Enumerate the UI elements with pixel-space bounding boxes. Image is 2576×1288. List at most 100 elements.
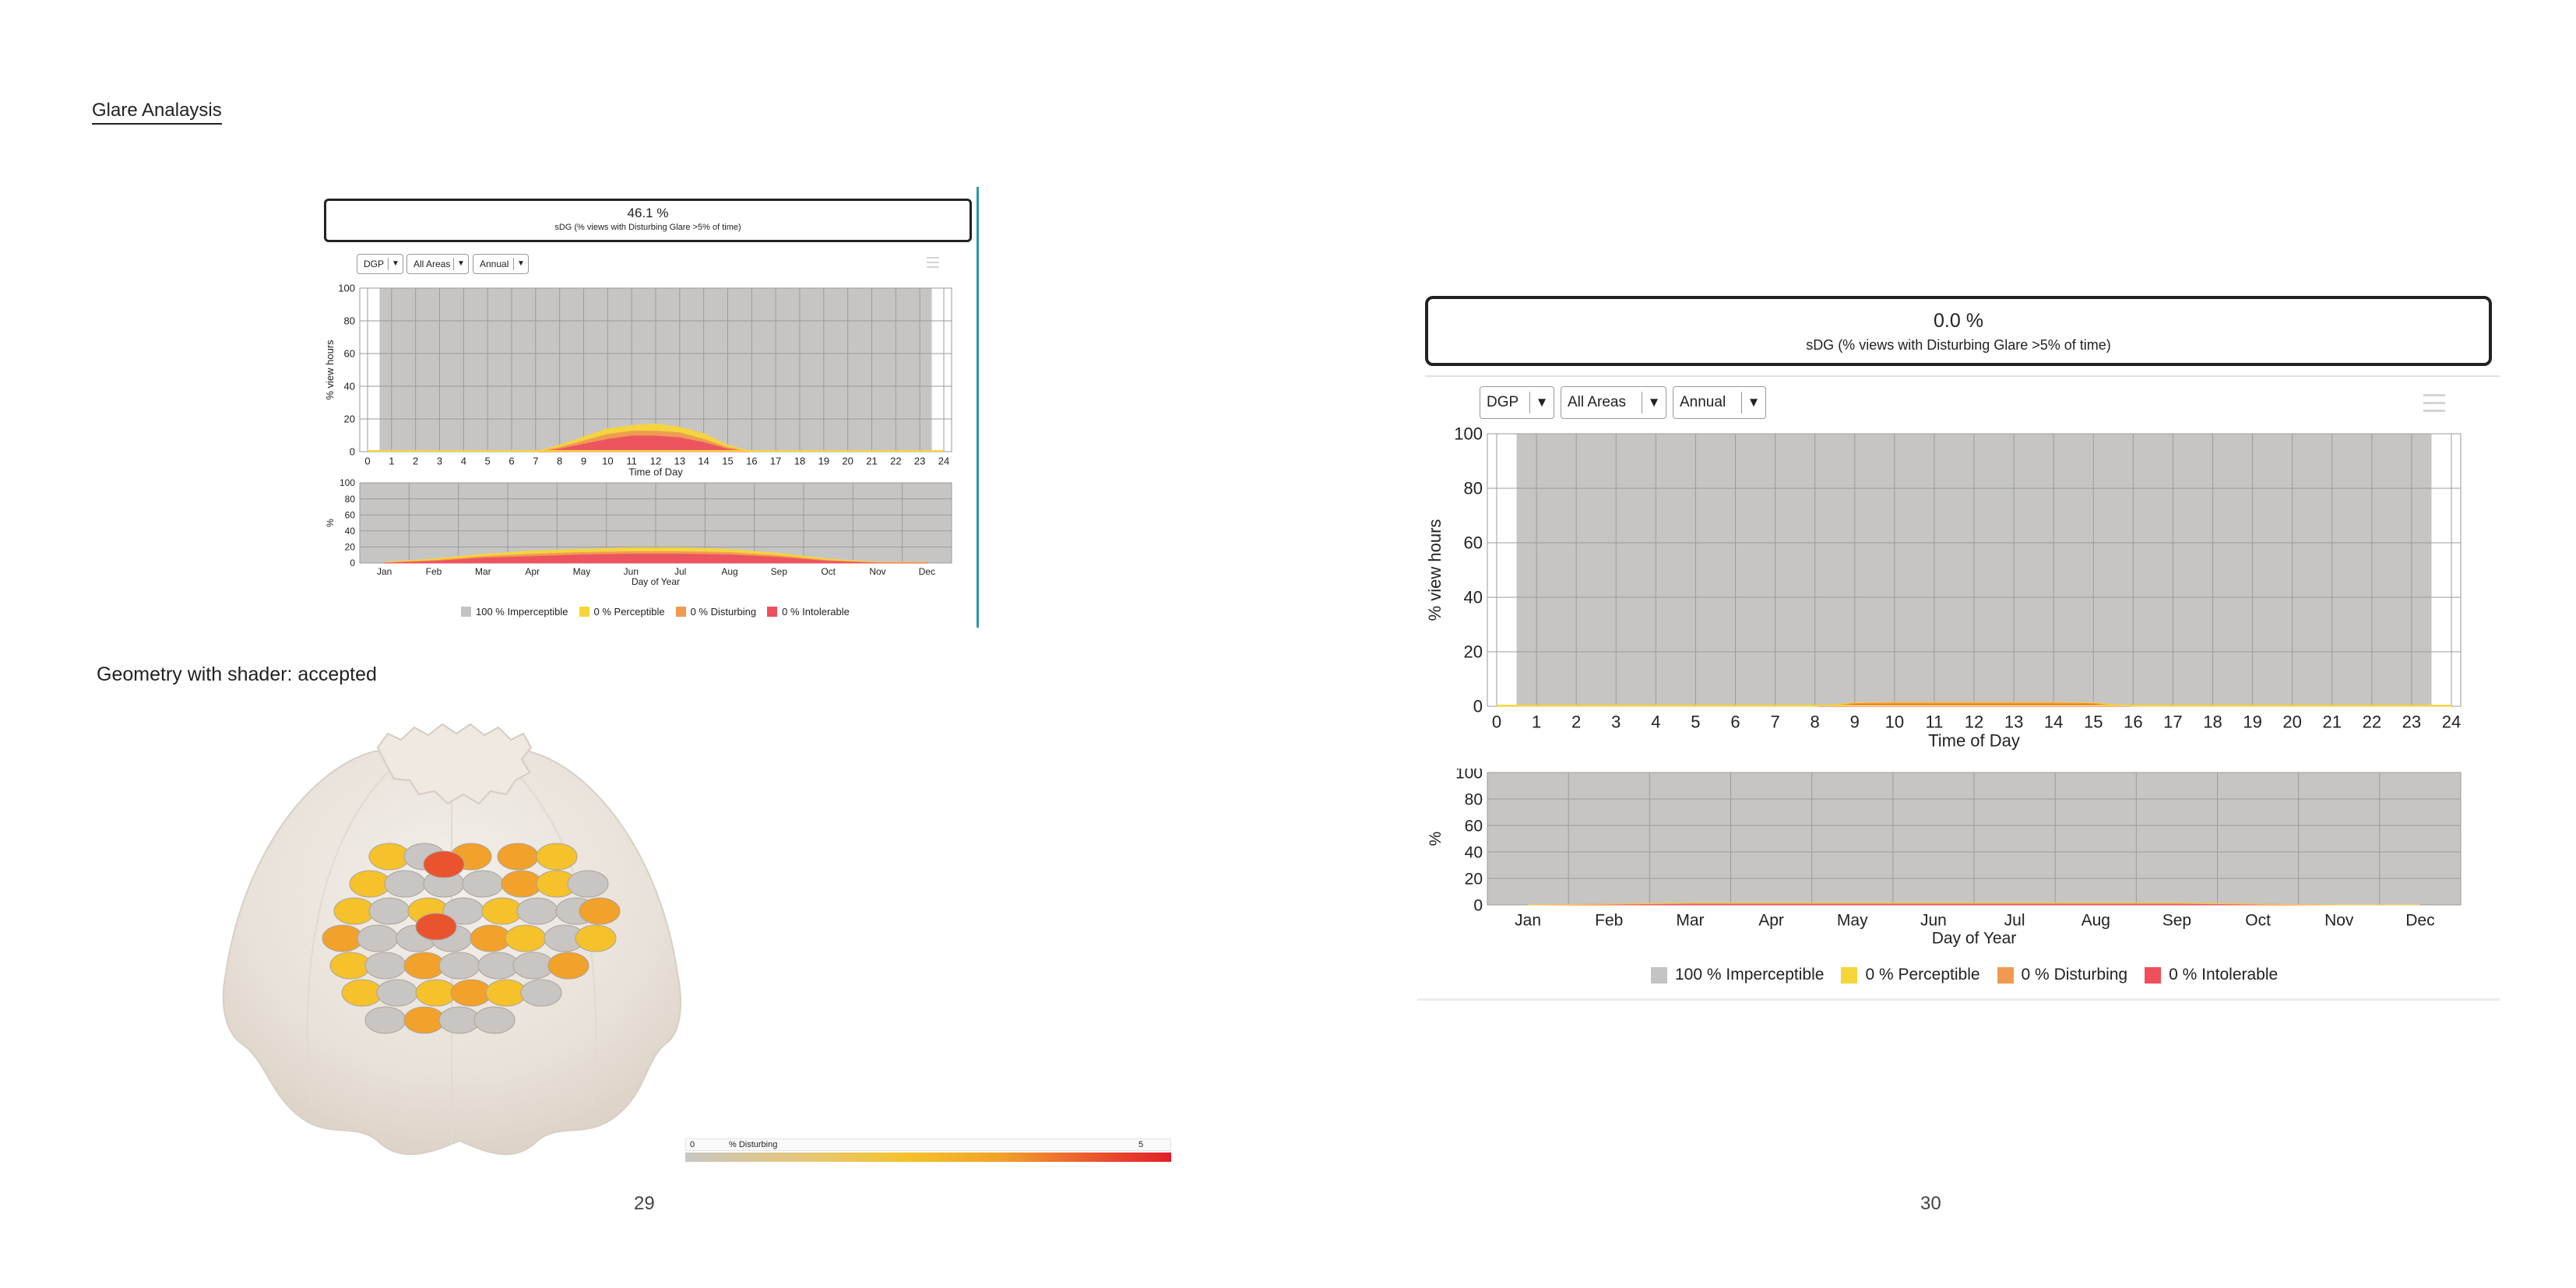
y-tick-label: 0: [350, 446, 355, 458]
legend-item-imperceptible: 100 % Imperceptible: [1651, 966, 1824, 984]
hamburger-menu-icon[interactable]: [2423, 394, 2445, 413]
x-tick-label: 3: [437, 455, 442, 466]
area-dropdown-value: All Areas: [1568, 394, 1626, 410]
x-tick-label: 4: [1651, 713, 1660, 732]
x-tick-label: Feb: [1595, 911, 1623, 929]
metric-dropdown[interactable]: DGP ▼: [357, 254, 403, 274]
area-perceptible: [1497, 702, 2451, 707]
x-tick-label: 7: [1770, 713, 1779, 732]
x-tick-label: Aug: [721, 566, 737, 577]
header-divider: [1425, 375, 2500, 377]
chevron-down-icon: ▼: [1741, 392, 1765, 413]
sensor-disc: [470, 924, 512, 952]
x-tick-label: Dec: [919, 566, 935, 577]
y-tick-label: 60: [344, 348, 355, 360]
x-tick-label: 7: [533, 455, 538, 466]
gradient-min-label: 0: [690, 1140, 695, 1149]
x-tick-label: Aug: [2082, 911, 2110, 929]
legend-swatch: [1997, 966, 2014, 984]
x-tick-label: 16: [2124, 713, 2142, 732]
geometry-caption: Geometry with shader: accepted: [97, 663, 377, 685]
sensor-disc: [423, 850, 465, 878]
sensor-disc: [376, 979, 418, 1007]
x-tick-label: Jul: [674, 566, 686, 577]
large-annual-glare-chart: 0 20 40 60 80 100 Jan Feb Mar Apr May Jun Jul Aug Sep O…: [1427, 769, 2462, 947]
x-tick-label: 11: [1925, 713, 1943, 732]
period-dropdown-value: Annual: [1680, 394, 1726, 410]
x-tick-label: Jul: [2004, 911, 2025, 929]
sensor-disc: [349, 870, 391, 898]
y-tick-label: 100: [340, 479, 355, 488]
legend-item-imperceptible: 100 % Imperceptible: [461, 606, 568, 618]
area-perceptible: [1528, 903, 2420, 906]
metric-dropdown[interactable]: DGP ▼: [1480, 386, 1554, 419]
area-dropdown[interactable]: All Areas ▼: [406, 254, 469, 274]
y-tick-label: 20: [1465, 870, 1483, 888]
period-dropdown[interactable]: Annual ▼: [1673, 386, 1766, 419]
legend-swatch: [675, 607, 686, 617]
y-tick-label: 0: [1473, 896, 1483, 914]
sensor-disc: [547, 952, 589, 980]
x-axis-label: Time of Day: [628, 466, 683, 478]
sdg-kpi-value: 46.1 %: [627, 206, 669, 220]
y-tick-label: 20: [1464, 642, 1483, 662]
large-glare-panel: 0.0 % sDG (% views with Disturbing Glare…: [1417, 290, 2500, 1006]
y-tick-label: 40: [1465, 843, 1483, 861]
sensor-disc: [575, 924, 617, 952]
sensor-disc: [364, 952, 406, 980]
sensor-disc: [322, 924, 364, 952]
gradient-title: % Disturbing: [729, 1140, 778, 1149]
gradient-ramp: [685, 1153, 1171, 1162]
x-tick-label: 1: [389, 455, 394, 466]
legend-label: 0 % Perceptible: [1865, 966, 1980, 984]
x-tick-label: Oct: [821, 566, 836, 577]
x-tick-label: Mar: [1676, 911, 1704, 929]
sdg-kpi-box: 0.0 % sDG (% views with Disturbing Glare…: [1425, 296, 2492, 366]
x-tick-label: 3: [1611, 713, 1621, 732]
x-tick-label: 2: [413, 455, 418, 466]
legend-label: 0 % Disturbing: [690, 606, 757, 618]
x-tick-label: 15: [722, 455, 733, 466]
hamburger-menu-icon[interactable]: [927, 257, 939, 269]
sensor-disc: [384, 870, 426, 898]
y-tick-label: 60: [345, 509, 356, 520]
sensor-disc: [438, 1006, 480, 1034]
x-axis-label: Day of Year: [632, 576, 680, 587]
y-tick-label: 80: [345, 494, 356, 505]
sensor-disc: [485, 979, 527, 1007]
x-tick-label: 20: [2282, 713, 2301, 732]
x-tick-label: 13: [2004, 713, 2023, 732]
x-tick-label: 4: [461, 455, 466, 466]
legend-label: 0 % Intolerable: [2169, 966, 2279, 984]
sensor-disc: [477, 952, 519, 980]
x-axis-label: Day of Year: [1932, 929, 2017, 947]
x-tick-label: 6: [509, 455, 514, 466]
legend-item-intolerable: 0 % Intolerable: [767, 606, 850, 618]
sensor-disc: [516, 897, 558, 925]
y-tick-label: 0: [1473, 697, 1483, 716]
area-dropdown-value: All Areas: [413, 259, 451, 269]
sdg-kpi-label: sDG (% views with Disturbing Glare >5% o…: [1806, 337, 2111, 353]
x-tick-label: 14: [2044, 713, 2063, 732]
dome-crown: [376, 723, 533, 805]
page-number-left: 29: [634, 1193, 655, 1214]
legend-label: 100 % Imperceptible: [476, 606, 568, 618]
area-perceptible: [384, 547, 927, 563]
sensor-disc: [415, 979, 457, 1007]
area-dropdown[interactable]: All Areas ▼: [1561, 386, 1666, 419]
sensor-disc: [368, 843, 410, 871]
panel-accent-line: [977, 187, 979, 628]
x-tick-label: 22: [2363, 713, 2381, 732]
legend-swatch: [579, 607, 589, 617]
sensor-disc: [536, 843, 578, 871]
y-tick-label: 80: [1464, 479, 1483, 498]
x-tick-label: 5: [1691, 713, 1700, 732]
x-tick-label: 21: [2323, 713, 2342, 732]
period-dropdown[interactable]: Annual ▼: [473, 254, 529, 274]
sensor-disc: [329, 952, 371, 980]
x-tick-label: 19: [2243, 713, 2261, 732]
gradient-max-label: 5: [1138, 1140, 1144, 1149]
disturbing-gradient-legend: 0 % Disturbing 5: [685, 1138, 1171, 1170]
sensor-grid: [322, 843, 621, 1034]
